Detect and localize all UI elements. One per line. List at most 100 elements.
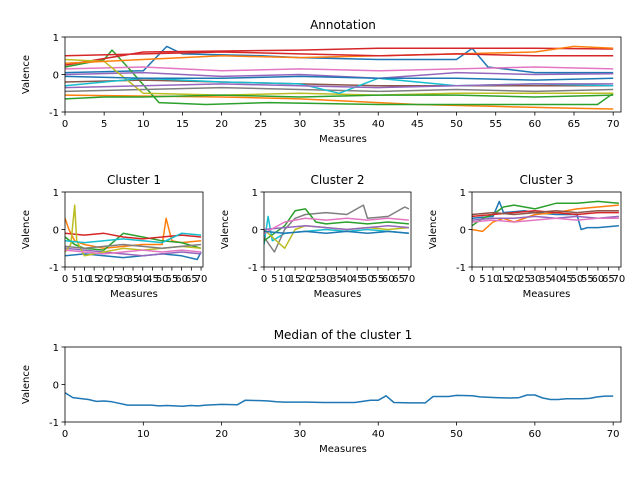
x-tick-label: 15 <box>497 274 510 285</box>
x-axis-label: Measures <box>319 444 367 455</box>
chart-3: 0 5 10152025303540455055606570-101Cluster … <box>428 173 625 300</box>
y-tick-label: 0 <box>53 71 59 82</box>
series-line-5 <box>472 217 619 223</box>
chart-title: Median of the cluster 1 <box>274 328 413 342</box>
x-tick-label: 30 <box>529 274 542 285</box>
y-axis-label: Valence <box>21 55 32 94</box>
x-tick-label: 55 <box>489 119 502 130</box>
chart-title: Cluster 2 <box>310 173 364 187</box>
series-line-6 <box>264 230 409 235</box>
series-line-7 <box>65 86 614 93</box>
series-line-1 <box>65 94 614 110</box>
x-tick-label: 0 <box>261 274 267 285</box>
chart-title: Annotation <box>310 18 376 32</box>
series-line-6 <box>65 66 614 72</box>
y-tick-label: -1 <box>49 263 59 274</box>
series-line-8 <box>65 249 202 255</box>
y-tick-label: 0 <box>53 381 59 392</box>
series-line-5 <box>264 217 409 234</box>
chart-title: Cluster 1 <box>107 173 161 187</box>
series-line-1 <box>472 204 619 233</box>
x-tick-label: 15 <box>176 119 189 130</box>
x-tick-label: 60 <box>592 274 605 285</box>
x-tick-label: 60 <box>528 119 541 130</box>
series-line-0 <box>264 215 409 245</box>
y-tick-label: -1 <box>456 263 466 274</box>
chart-1: 0 5 10152025303540455055606570-101Cluster … <box>21 173 207 300</box>
series-line-4 <box>65 71 614 80</box>
x-tick-label: 20 <box>508 274 521 285</box>
chart-title: Cluster 3 <box>519 173 573 187</box>
x-tick-label: 5 <box>479 274 485 285</box>
x-tick-label: 50 <box>450 119 463 130</box>
x-tick-label: 65 <box>568 119 581 130</box>
series-line-4 <box>264 225 409 231</box>
x-tick-label: 10 <box>137 119 150 130</box>
series-line-2 <box>65 49 614 106</box>
x-tick-label: 55 <box>372 274 385 285</box>
x-tick-label: 40 <box>372 119 385 130</box>
series-line-6 <box>472 210 619 216</box>
x-tick-label: 50 <box>571 274 584 285</box>
x-tick-label: 40 <box>372 429 385 440</box>
x-tick-label: 35 <box>127 274 140 285</box>
x-axis-label: Measures <box>523 289 571 300</box>
series-line-14 <box>65 83 614 89</box>
x-tick-label: 5 <box>72 274 78 285</box>
axes-frame <box>64 346 622 423</box>
x-tick-label: 30 <box>294 119 307 130</box>
x-tick-label: 35 <box>330 274 343 285</box>
x-tick-label: 65 <box>602 274 615 285</box>
x-tick-label: 20 <box>215 429 228 440</box>
x-tick-label: 15 <box>88 274 101 285</box>
x-tick-label: 25 <box>107 274 120 285</box>
series-line-13 <box>65 51 614 57</box>
y-axis-label: Valence <box>220 210 231 249</box>
x-tick-label: 30 <box>320 274 333 285</box>
series-line-6 <box>65 232 202 244</box>
series-group <box>472 200 619 233</box>
x-tick-label: 30 <box>117 274 130 285</box>
x-tick-label: 5 <box>271 274 277 285</box>
x-tick-label: 50 <box>156 274 169 285</box>
x-tick-label: 65 <box>185 274 198 285</box>
y-tick-label: 1 <box>53 188 59 199</box>
x-tick-label: 45 <box>146 274 159 285</box>
x-tick-label: 20 <box>299 274 312 285</box>
chart-0: 0 5 10 15 20 25 30 35 40 45 50 55 60 65 70-101Annotati… <box>21 18 622 145</box>
series-group <box>65 392 614 408</box>
y-tick-label: 1 <box>252 188 258 199</box>
y-tick-label: -1 <box>49 418 59 429</box>
x-tick-label: 45 <box>411 119 424 130</box>
x-tick-label: 70 <box>195 274 208 285</box>
x-axis-label: Measures <box>314 289 362 300</box>
x-axis-label: Measures <box>319 134 367 145</box>
y-tick-label: -1 <box>248 263 258 274</box>
series-line-5 <box>65 79 614 87</box>
x-tick-label: 0 <box>62 429 68 440</box>
series-line-2 <box>472 200 619 227</box>
y-axis-label: Valence <box>21 210 32 249</box>
series-line-0 <box>65 392 614 408</box>
series-line-8 <box>65 58 614 96</box>
x-tick-label: 0 <box>469 274 475 285</box>
x-tick-label: 35 <box>333 119 346 130</box>
series-group <box>264 204 410 253</box>
x-tick-label: 60 <box>382 274 395 285</box>
series-line-2 <box>264 208 409 242</box>
x-tick-label: 70 <box>613 274 626 285</box>
x-tick-label: 70 <box>607 429 620 440</box>
x-tick-label: 45 <box>351 274 364 285</box>
x-tick-label: 40 <box>550 274 563 285</box>
y-axis-label: Valence <box>21 365 32 404</box>
x-tick-label: 20 <box>215 119 228 130</box>
y-tick-label: 1 <box>53 33 59 44</box>
x-tick-label: 50 <box>361 274 374 285</box>
x-tick-label: 40 <box>340 274 353 285</box>
x-tick-label: 30 <box>294 429 307 440</box>
x-tick-label: 55 <box>581 274 594 285</box>
series-line-2 <box>65 232 202 251</box>
y-tick-label: -1 <box>49 108 59 119</box>
x-tick-label: 25 <box>254 119 267 130</box>
